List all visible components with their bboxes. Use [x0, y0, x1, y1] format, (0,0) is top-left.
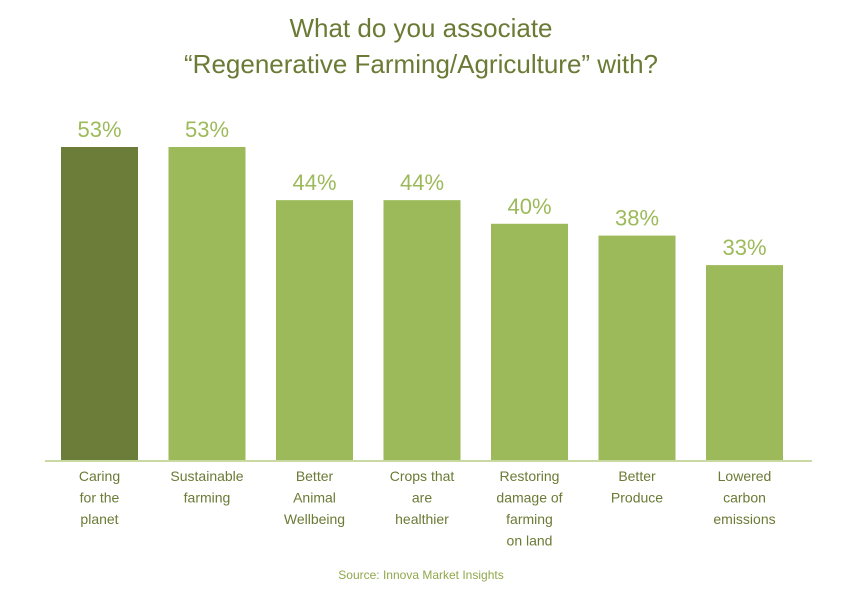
chart-title-line-1: What do you associate: [289, 13, 553, 43]
category-label-6: Lowered carbon emissions: [713, 468, 775, 527]
chart-title: What do you associate “Regenerative Farm…: [0, 10, 842, 82]
value-label-2: 44%: [292, 170, 336, 195]
value-label-4: 40%: [507, 194, 551, 219]
chart-title-line-2: “Regenerative Farming/Agriculture” with?: [184, 49, 658, 79]
value-label-1: 53%: [185, 117, 229, 142]
category-label-3: Crops that are healthier: [390, 468, 455, 527]
bar-0: [61, 147, 138, 460]
category-label-5: Better Produce: [611, 468, 663, 506]
category-label-4: Restoring damage of farming on land: [496, 468, 562, 549]
bar-3: [383, 200, 461, 460]
category-label-0: Caring for the planet: [79, 468, 120, 527]
category-label-2: Better Animal Wellbeing: [284, 468, 345, 527]
category-label-1: Sustainable farming: [170, 468, 243, 506]
value-label-6: 33%: [722, 235, 766, 260]
bar-5: [598, 235, 676, 460]
value-label-0: 53%: [77, 117, 121, 142]
bar-6: [706, 265, 783, 460]
bar-1: [168, 147, 246, 460]
bar-2: [276, 200, 353, 460]
chart-source: Source: Innova Market Insights: [338, 568, 504, 582]
value-label-5: 38%: [615, 206, 659, 231]
value-label-3: 44%: [400, 170, 444, 195]
bar-4: [491, 223, 568, 460]
